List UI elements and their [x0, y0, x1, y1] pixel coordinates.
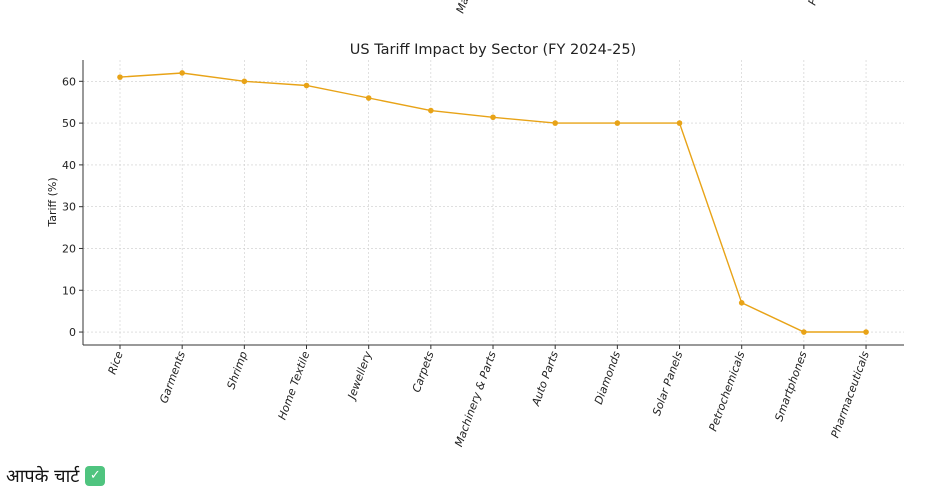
data-point-8	[614, 120, 621, 126]
x-tick-label-8: Diamonds	[592, 349, 623, 406]
x-tick-label-7: Auto Parts	[529, 349, 561, 408]
data-point-1	[179, 70, 185, 76]
y-tick-label-5: 50	[62, 117, 76, 130]
y-tick-label-2: 20	[62, 242, 76, 255]
y-ticks: 0 10 20 30 40 50 60	[62, 75, 83, 339]
y-tick-label-1: 10	[62, 284, 76, 297]
x-tick-label-9: Solar Panels	[650, 349, 685, 417]
check-icon: ✓	[85, 466, 106, 486]
x-tick-label-10: Petrochemicals	[707, 349, 748, 433]
x-tick-label-5: Carpets	[410, 349, 437, 394]
x-tick-label-4: Jewellery	[345, 349, 375, 402]
y-tick-label-0: 0	[69, 326, 76, 339]
x-tick-label-0: Rice	[106, 349, 126, 376]
y-tick-label-4: 40	[62, 159, 76, 172]
clipped-label-fragment-1: Ma	[454, 0, 472, 15]
grid-lines	[83, 60, 904, 345]
data-point-4	[365, 95, 372, 101]
caption-text: आपके चार्ट	[6, 466, 80, 487]
data-point-9	[676, 120, 683, 126]
data-point-12	[863, 329, 869, 335]
x-tick-label-3: Home Textile	[276, 349, 313, 421]
x-tick-label-11: Smartphones	[772, 349, 809, 423]
data-point-6	[490, 114, 496, 121]
y-tick-label-6: 60	[62, 75, 76, 88]
caption: आपके चार्ट ✓	[6, 466, 106, 487]
clipped-label-fragment-2: P	[806, 0, 821, 7]
y-tick-label-3: 30	[62, 201, 76, 214]
series	[117, 70, 869, 335]
x-tick-label-1: Garments	[157, 349, 188, 405]
axes	[82, 60, 904, 346]
chart-title: US Tariff Impact by Sector (FY 2024-25)	[350, 42, 636, 58]
data-point-10	[738, 299, 745, 306]
x-tick-label-12: Pharmaceuticals	[828, 349, 871, 439]
data-point-11	[801, 329, 807, 335]
x-tick-label-2: Shrimp	[225, 350, 251, 391]
data-point-3	[303, 82, 310, 89]
data-point-5	[428, 107, 434, 114]
x-tick-label-6: Machinery & Parts	[452, 349, 499, 448]
y-axis-label: Tariff (%)	[46, 177, 59, 227]
data-point-7	[552, 120, 558, 126]
data-point-0	[117, 74, 123, 80]
data-point-2	[241, 78, 248, 85]
x-ticks: Rice Garments Shrimp Home Textile Jewellery C…	[106, 345, 872, 449]
